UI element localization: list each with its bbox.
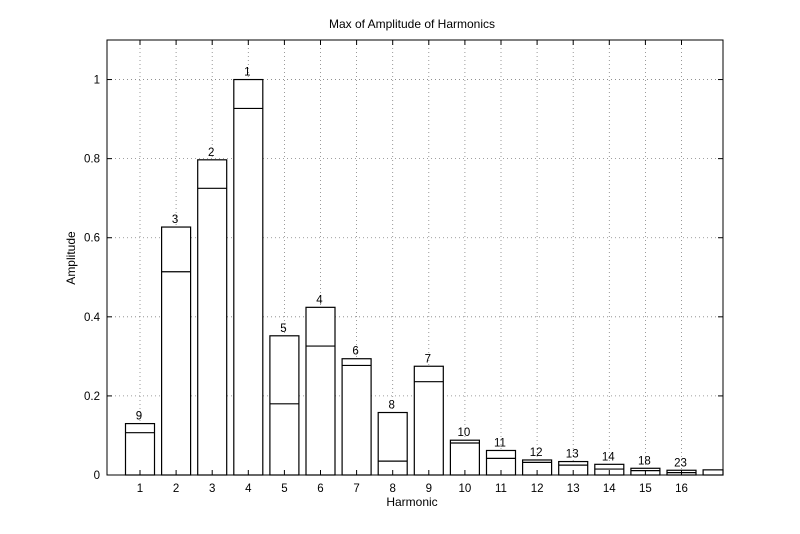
bar (233, 78, 264, 476)
bar-label: 3 (172, 214, 178, 226)
bar-label: 13 (566, 449, 579, 461)
y-tick-label: 0.6 (84, 233, 100, 245)
x-tick-label: 3 (209, 483, 215, 495)
x-tick-label: 10 (459, 483, 472, 495)
y-tick-label: 0.8 (84, 154, 100, 166)
bar-label: 18 (638, 455, 651, 467)
bar-label: 7 (425, 353, 431, 365)
bar (305, 306, 336, 476)
y-axis-ticks: 0 0.2 0.4 0.6 0.8 1 (84, 75, 723, 482)
bar (413, 365, 444, 476)
x-tick-label: 8 (389, 483, 395, 495)
x-tick-label: 5 (281, 483, 287, 495)
bar-label: 5 (280, 323, 286, 335)
y-tick-label: 0 (94, 470, 100, 482)
x-tick-label: 15 (639, 483, 652, 495)
grid (107, 40, 723, 475)
bar-label: 6 (352, 346, 358, 358)
bar-label: 12 (530, 447, 543, 459)
bar-label: 10 (458, 427, 471, 439)
y-tick-label: 0.4 (84, 312, 101, 324)
x-tick-label: 13 (567, 483, 580, 495)
bar (449, 439, 480, 476)
x-tick-label: 4 (245, 483, 252, 495)
chart-title: Max of Amplitude of Harmonics (329, 17, 495, 31)
y-axis-label: Amplitude (64, 231, 78, 285)
x-tick-label: 12 (531, 483, 544, 495)
bar (124, 422, 156, 476)
bar-label: 8 (388, 400, 394, 412)
bar-label: 2 (208, 147, 214, 159)
x-axis-ticks: 1 2 3 4 5 6 7 8 9 10 11 12 13 14 15 16 (137, 40, 688, 495)
bar-label: 4 (316, 294, 323, 306)
y-tick-label: 1 (94, 75, 100, 87)
bar (377, 411, 408, 476)
x-tick-label: 7 (353, 483, 359, 495)
x-tick-label: 14 (603, 483, 616, 495)
x-tick-label: 16 (675, 483, 688, 495)
bar-label: 23 (674, 457, 687, 469)
x-tick-label: 1 (137, 483, 143, 495)
bar-label: 1 (244, 67, 250, 79)
bar-label: 9 (136, 411, 142, 423)
bar-labels: 9 3 2 1 5 4 6 8 7 10 11 12 13 14 18 23 (136, 67, 687, 470)
x-tick-label: 9 (426, 483, 432, 495)
x-tick-label: 6 (317, 483, 323, 495)
x-axis-label: Harmonic (386, 495, 437, 509)
plot-frame (106, 39, 724, 476)
bars (124, 78, 724, 476)
y-tick-label: 0.2 (84, 391, 100, 403)
bar (197, 159, 228, 476)
bar (161, 226, 192, 476)
x-tick-label: 2 (173, 483, 179, 495)
bar (269, 335, 300, 476)
bar (702, 469, 724, 476)
bar-label: 11 (494, 437, 506, 449)
x-tick-label: 11 (495, 483, 507, 495)
bar (341, 358, 372, 476)
bar-label: 14 (602, 451, 615, 463)
